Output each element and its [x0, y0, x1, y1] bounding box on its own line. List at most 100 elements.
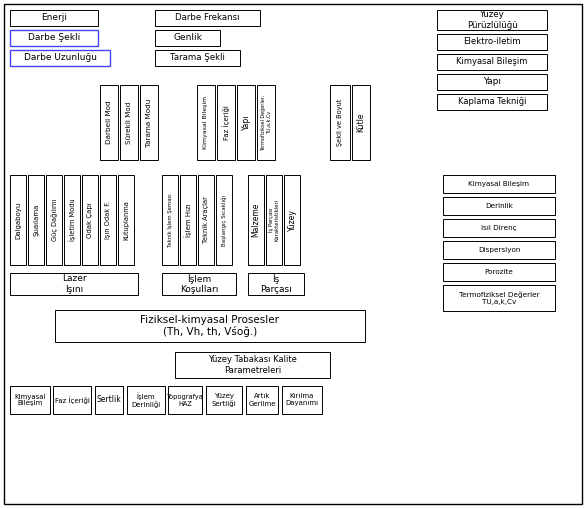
Text: Isıl Direnç: Isıl Direnç — [481, 225, 517, 231]
FancyBboxPatch shape — [443, 175, 555, 193]
Text: Kimyasal Bileşim: Kimyasal Bileşim — [468, 181, 530, 187]
Text: Kaplama Tekniği: Kaplama Tekniği — [458, 98, 526, 107]
FancyBboxPatch shape — [175, 352, 330, 378]
FancyBboxPatch shape — [82, 175, 98, 265]
FancyBboxPatch shape — [257, 85, 275, 160]
FancyBboxPatch shape — [437, 54, 547, 70]
Text: Kimyasal Bileşim: Kimyasal Bileşim — [203, 96, 209, 149]
FancyBboxPatch shape — [248, 175, 264, 265]
FancyBboxPatch shape — [266, 175, 282, 265]
Text: Şuaılama: Şuaılama — [33, 204, 39, 236]
FancyBboxPatch shape — [282, 386, 322, 414]
FancyBboxPatch shape — [330, 85, 350, 160]
FancyBboxPatch shape — [10, 386, 50, 414]
FancyBboxPatch shape — [4, 4, 582, 504]
FancyBboxPatch shape — [216, 175, 232, 265]
Text: Odak Çapı: Odak Çapı — [87, 202, 93, 238]
FancyBboxPatch shape — [443, 219, 555, 237]
FancyBboxPatch shape — [127, 386, 165, 414]
FancyBboxPatch shape — [100, 175, 116, 265]
FancyBboxPatch shape — [10, 50, 110, 66]
Text: Artık
Gerilme: Artık Gerilme — [248, 394, 276, 406]
FancyBboxPatch shape — [284, 175, 300, 265]
FancyBboxPatch shape — [248, 273, 304, 295]
FancyBboxPatch shape — [168, 386, 202, 414]
Text: Tarama Şekli: Tarama Şekli — [170, 53, 225, 62]
FancyBboxPatch shape — [206, 386, 242, 414]
FancyBboxPatch shape — [437, 34, 547, 50]
Text: İş Parçası
Karakteristikleri: İş Parçası Karakteristikleri — [268, 199, 280, 241]
Text: Kimyasal Bileşim: Kimyasal Bileşim — [456, 57, 527, 67]
FancyBboxPatch shape — [55, 310, 365, 342]
Text: Elektro-iletim: Elektro-iletim — [463, 38, 521, 47]
Text: İşlem
Koşulları: İşlem Koşulları — [180, 274, 218, 294]
FancyBboxPatch shape — [155, 50, 240, 66]
FancyBboxPatch shape — [118, 175, 134, 265]
FancyBboxPatch shape — [180, 175, 196, 265]
Text: Yüzey Tabakası Kalite
Parametreleri: Yüzey Tabakası Kalite Parametreleri — [208, 355, 297, 375]
Text: Güç Dağılımı: Güç Dağılımı — [50, 199, 57, 241]
FancyBboxPatch shape — [437, 74, 547, 90]
FancyBboxPatch shape — [443, 285, 555, 311]
Text: Darbe Frekansı: Darbe Frekansı — [175, 14, 240, 22]
FancyBboxPatch shape — [28, 175, 44, 265]
FancyBboxPatch shape — [162, 273, 236, 295]
Text: Yüzey
Sertliği: Yüzey Sertliği — [212, 393, 236, 407]
FancyBboxPatch shape — [437, 94, 547, 110]
Text: İşlem
Derinliği: İşlem Derinliği — [131, 392, 161, 408]
FancyBboxPatch shape — [217, 85, 235, 160]
Text: Tarama Modu: Tarama Modu — [146, 99, 152, 147]
FancyBboxPatch shape — [120, 85, 138, 160]
FancyBboxPatch shape — [95, 386, 123, 414]
Text: Yapı: Yapı — [483, 78, 501, 86]
FancyBboxPatch shape — [162, 175, 178, 265]
FancyBboxPatch shape — [155, 30, 220, 46]
Text: Sürekli Mod: Sürekli Mod — [126, 101, 132, 144]
FancyBboxPatch shape — [443, 197, 555, 215]
Text: Yapı: Yapı — [241, 115, 250, 130]
FancyBboxPatch shape — [237, 85, 255, 160]
Text: Yüzey
Pürüzlülüğü: Yüzey Pürüzlülüğü — [466, 10, 517, 29]
FancyBboxPatch shape — [10, 30, 98, 46]
Text: Lazer
Işını: Lazer Işını — [62, 274, 86, 294]
Text: Teknik Araçlar: Teknik Araçlar — [203, 197, 209, 243]
Text: Teknik İşlem Şeması: Teknik İşlem Şeması — [167, 193, 173, 247]
Text: Porozite: Porozite — [485, 269, 513, 275]
Text: Dalgaboyu: Dalgaboyu — [15, 201, 21, 239]
Text: Termofiziksel Değerler,
TU,a,k,Cv: Termofiziksel Değerler, TU,a,k,Cv — [260, 94, 272, 151]
Text: Topografya
HAZ: Topografya HAZ — [166, 394, 203, 406]
Text: Kütle: Kütle — [356, 113, 366, 132]
FancyBboxPatch shape — [246, 386, 278, 414]
Text: Faz İçeriği: Faz İçeriği — [54, 396, 90, 404]
FancyBboxPatch shape — [197, 85, 215, 160]
Text: Darbeli Mod: Darbeli Mod — [106, 101, 112, 144]
Text: İş
Parçası: İş Parçası — [260, 274, 292, 294]
Text: Darbe Uzunluğu: Darbe Uzunluğu — [23, 53, 97, 62]
Text: Başlangıç Sıcaklığı: Başlangıç Sıcaklığı — [222, 195, 227, 245]
FancyBboxPatch shape — [140, 85, 158, 160]
FancyBboxPatch shape — [352, 85, 370, 160]
Text: Malzeme: Malzeme — [251, 203, 261, 237]
Text: Faz İçeriği: Faz İçeriği — [222, 105, 230, 140]
FancyBboxPatch shape — [46, 175, 62, 265]
FancyBboxPatch shape — [53, 386, 91, 414]
Text: Şekil ve Boyut: Şekil ve Boyut — [337, 99, 343, 146]
Text: Sertlik: Sertlik — [97, 396, 121, 404]
FancyBboxPatch shape — [443, 241, 555, 259]
Text: Fiziksel-kimyasal Prosesler
(Th, Vh, th, Vśoğ.): Fiziksel-kimyasal Prosesler (Th, Vh, th,… — [141, 314, 280, 337]
FancyBboxPatch shape — [198, 175, 214, 265]
FancyBboxPatch shape — [64, 175, 80, 265]
Text: Darbe Şekli: Darbe Şekli — [28, 34, 80, 43]
FancyBboxPatch shape — [10, 273, 138, 295]
Text: Enerji: Enerji — [41, 14, 67, 22]
Text: Kırılma
Dayanımı: Kırılma Dayanımı — [285, 394, 319, 406]
Text: Termofiziksel Değerler
TU,a,k,Cv: Termofiziksel Değerler TU,a,k,Cv — [459, 291, 539, 305]
FancyBboxPatch shape — [443, 263, 555, 281]
FancyBboxPatch shape — [10, 175, 26, 265]
Text: İşlem Hızı: İşlem Hızı — [184, 203, 192, 237]
Text: Dispersiyon: Dispersiyon — [478, 247, 520, 253]
Text: İşletim Modu: İşletim Modu — [68, 199, 76, 241]
FancyBboxPatch shape — [100, 85, 118, 160]
FancyBboxPatch shape — [437, 10, 547, 30]
Text: Yüzey: Yüzey — [288, 209, 297, 231]
